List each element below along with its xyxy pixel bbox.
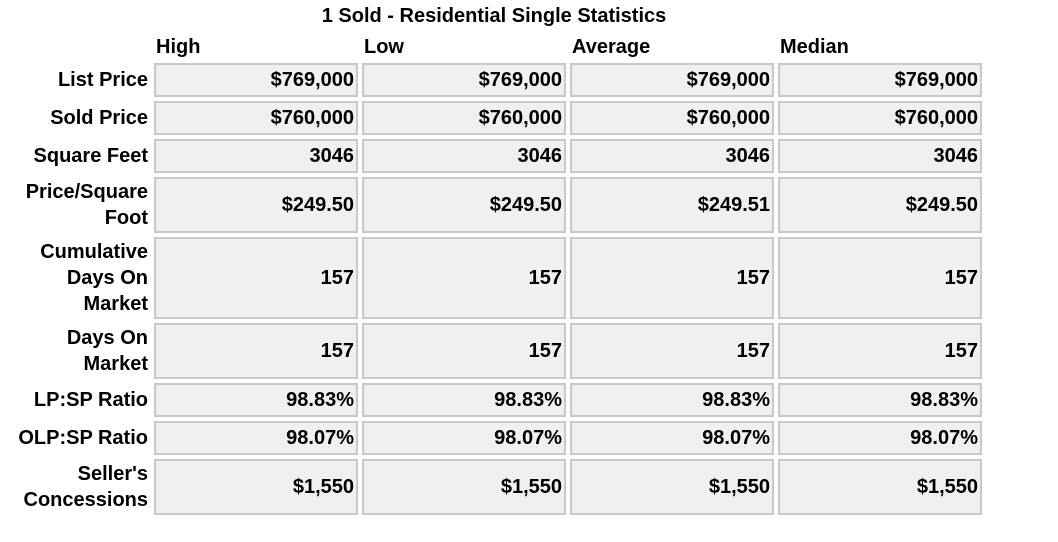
value-cell: 157 [570,323,774,379]
table-title: 1 Sold - Residential Single Statistics [321,5,667,27]
value-cell: 98.07% [778,421,982,455]
row-label: Sold Price [50,107,148,129]
value-cell: 3046 [570,139,774,173]
value-cell: 98.83% [570,383,774,417]
value-cell: 157 [778,237,982,319]
statistics-table: 1 Sold - Residential Single Statistics H… [2,3,986,519]
value-cell: 157 [570,237,774,319]
column-header-low: Low [364,36,404,58]
value-cell: $249.50 [778,177,982,233]
value-cell: $1,550 [362,459,566,515]
value-cell: 98.07% [154,421,358,455]
value-cell: $760,000 [362,101,566,135]
value-cell: $769,000 [154,63,358,97]
value-cell: $760,000 [570,101,774,135]
corner-cell [6,33,150,59]
column-header-high: High [156,36,201,58]
value-cell: $760,000 [154,101,358,135]
value-cell: $769,000 [570,63,774,97]
value-cell: 98.83% [362,383,566,417]
row-label: Seller's Concessions [23,463,148,511]
value-cell: $769,000 [362,63,566,97]
value-cell: $769,000 [778,63,982,97]
value-cell: 98.07% [362,421,566,455]
row-label: LP:SP Ratio [33,389,148,411]
header-row: High Low Average Median [6,33,982,59]
table-row: Price/Square Foot $249.50 $249.50 $249.5… [6,177,982,233]
value-cell: 157 [362,323,566,379]
table-row: Days On Market 157 157 157 157 [6,323,982,379]
value-cell: $1,550 [778,459,982,515]
row-label: OLP:SP Ratio [18,427,148,449]
value-cell: 98.07% [570,421,774,455]
table-row: Seller's Concessions $1,550 $1,550 $1,55… [6,459,982,515]
row-label: List Price [57,69,148,91]
value-cell: $249.51 [570,177,774,233]
row-label: Days On Market [66,327,148,375]
value-cell: $249.50 [154,177,358,233]
table-row: List Price $769,000 $769,000 $769,000 $7… [6,63,982,97]
row-label: Square Feet [33,145,148,167]
value-cell: 98.83% [154,383,358,417]
value-cell: 157 [778,323,982,379]
table-row: Square Feet 3046 3046 3046 3046 [6,139,982,173]
value-cell: 98.83% [778,383,982,417]
value-cell: 157 [154,237,358,319]
column-header-average: Average [572,36,651,58]
value-cell: $760,000 [778,101,982,135]
value-cell: 157 [362,237,566,319]
table-row: OLP:SP Ratio 98.07% 98.07% 98.07% 98.07% [6,421,982,455]
table-row: LP:SP Ratio 98.83% 98.83% 98.83% 98.83% [6,383,982,417]
value-cell: $1,550 [154,459,358,515]
value-cell: 157 [154,323,358,379]
value-cell: 3046 [362,139,566,173]
table-row: Cumulative Days On Market 157 157 157 15… [6,237,982,319]
table-row: Sold Price $760,000 $760,000 $760,000 $7… [6,101,982,135]
row-label: Cumulative Days On Market [40,241,148,315]
column-header-median: Median [780,36,849,58]
value-cell: $249.50 [362,177,566,233]
value-cell: 3046 [154,139,358,173]
row-label: Price/Square Foot [25,181,148,229]
value-cell: $1,550 [570,459,774,515]
value-cell: 3046 [778,139,982,173]
